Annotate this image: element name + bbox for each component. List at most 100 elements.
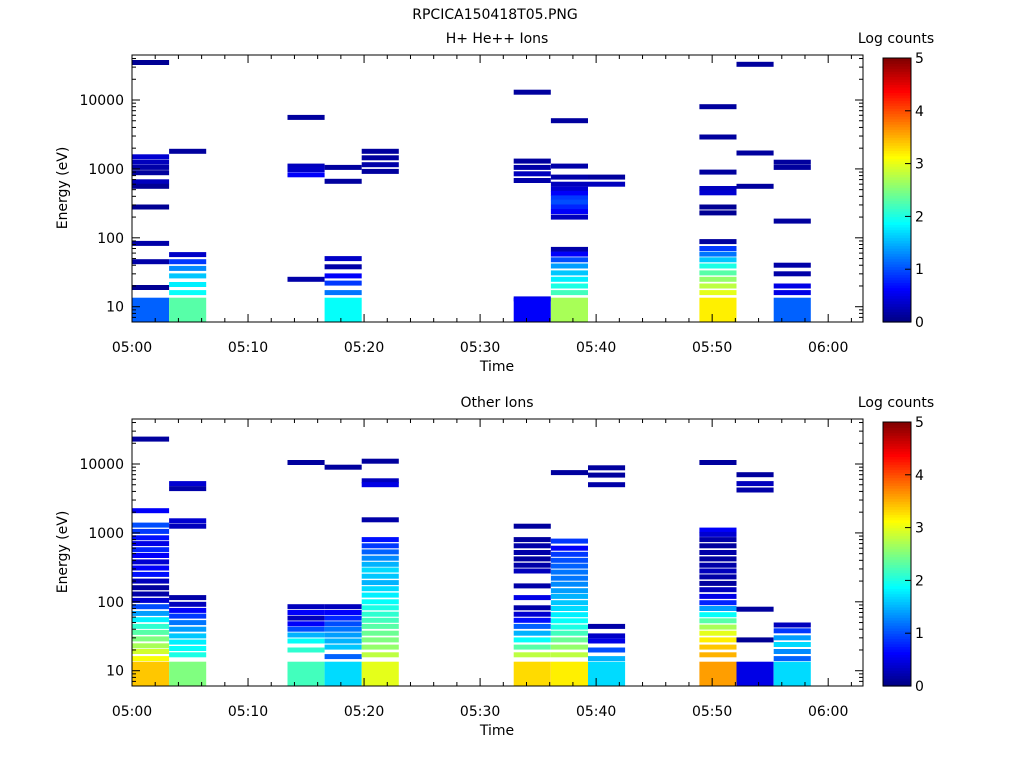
- spectrogram-cell: [132, 597, 170, 603]
- spectrogram-cell: [773, 635, 811, 641]
- spectrogram-cell: [588, 661, 626, 686]
- colorbar-band: [883, 200, 911, 204]
- colorbar-band: [883, 153, 911, 157]
- colorbar-band: [883, 482, 911, 486]
- spectrogram-cell: [513, 661, 551, 686]
- colorbar-band: [883, 245, 911, 249]
- colorbar-band: [883, 440, 911, 444]
- spectrogram-cell: [324, 621, 362, 627]
- spectrogram-cell: [550, 263, 588, 269]
- spectrogram-cell: [513, 556, 551, 562]
- colorbar-band: [883, 567, 911, 571]
- spectrogram-cell: [169, 620, 207, 626]
- spectrogram-cell: [699, 169, 737, 175]
- x-tick-label: 05:30: [460, 704, 500, 720]
- spectrogram-cell: [550, 251, 588, 257]
- colorbar-band: [883, 604, 911, 608]
- spectrogram-cell: [361, 155, 399, 161]
- colorbar-band: [883, 596, 911, 600]
- spectrogram-cell: [132, 553, 170, 558]
- spectrogram-cell: [132, 617, 170, 623]
- colorbar-band: [883, 564, 911, 568]
- spectrogram-cell: [699, 527, 737, 533]
- colorbar-band: [883, 192, 911, 196]
- spectrogram-cell: [773, 628, 811, 634]
- colorbar-band: [883, 303, 911, 307]
- spectrogram-cell: [550, 297, 588, 322]
- colorbar-band: [883, 488, 911, 492]
- spectrogram-cell: [550, 644, 588, 650]
- colorbar-band: [883, 190, 911, 194]
- colorbar-band: [883, 424, 911, 428]
- spectrogram-cell: [699, 297, 737, 322]
- colorbar-band: [883, 248, 911, 252]
- spectrogram-cell: [169, 282, 207, 287]
- spectrogram-cell: [699, 580, 737, 586]
- colorbar-band: [883, 258, 911, 262]
- spectrogram-cell: [773, 297, 811, 322]
- colorbar-tick-label: 3: [915, 521, 924, 537]
- spectrogram-cell: [550, 246, 588, 252]
- colorbar-band: [883, 451, 911, 455]
- colorbar-band: [883, 118, 911, 122]
- colorbar-band: [883, 89, 911, 93]
- panel-1-colorbar: 0 1 2 3 4 5: [882, 51, 924, 331]
- colorbar-band: [883, 124, 911, 128]
- x-tick-label: 05:40: [576, 704, 616, 720]
- spectrogram-cell: [324, 632, 362, 638]
- spectrogram-cell: [588, 181, 626, 187]
- spectrogram-cell: [513, 595, 551, 601]
- spectrogram-cell: [287, 638, 325, 644]
- panel-1-plot-frame: [131, 54, 864, 323]
- spectrogram-cell: [513, 158, 551, 164]
- spectrogram-cell: [550, 637, 588, 643]
- colorbar-band: [883, 575, 911, 579]
- spectrogram-cell: [588, 638, 626, 644]
- spectrogram-cell: [550, 270, 588, 276]
- spectrogram-cell: [132, 285, 170, 290]
- colorbar-band: [883, 145, 911, 149]
- colorbar-band: [883, 129, 911, 133]
- spectrogram-cell: [550, 593, 588, 599]
- spectrogram-cell: [169, 481, 207, 487]
- colorbar-band: [883, 672, 911, 677]
- spectrogram-cell: [513, 583, 551, 589]
- colorbar-band: [883, 670, 911, 674]
- x-tick-label: 06:00: [808, 704, 848, 720]
- colorbar-band: [883, 155, 911, 159]
- colorbar-band: [883, 627, 911, 632]
- spectrogram-cell: [699, 283, 737, 289]
- colorbar-band: [883, 205, 911, 210]
- spectrogram-cell: [324, 661, 362, 686]
- colorbar-band: [883, 617, 911, 621]
- y-tick-label: 10000: [79, 93, 124, 109]
- colorbar-band: [883, 432, 911, 436]
- spectrogram-cell: [513, 550, 551, 555]
- colorbar-tick-label: 4: [915, 104, 924, 120]
- x-tick-label: 05:50: [692, 704, 732, 720]
- spectrogram-cell: [699, 550, 737, 555]
- spectrogram-cell: [550, 630, 588, 636]
- colorbar-band: [883, 506, 911, 510]
- spectrogram-cell: [513, 297, 551, 322]
- spectrogram-cell: [736, 606, 774, 612]
- colorbar-band: [883, 166, 911, 170]
- spectrogram-cell: [588, 623, 626, 629]
- spectrogram-cell: [132, 610, 170, 616]
- colorbar-band: [883, 261, 911, 265]
- spectrogram-cell: [550, 545, 588, 551]
- spectrogram-cell: [361, 617, 399, 623]
- colorbar-band: [883, 501, 911, 505]
- colorbar-tick-label: 1: [915, 262, 924, 278]
- spectrogram-cell: [361, 567, 399, 573]
- spectrogram-cell: [550, 652, 588, 658]
- spectrogram-cell: [132, 183, 170, 189]
- colorbar-band: [883, 242, 911, 247]
- colorbar-band: [883, 480, 911, 484]
- colorbar-band: [883, 81, 911, 85]
- spectrogram-cell: [169, 259, 207, 265]
- colorbar-band: [883, 253, 911, 257]
- spectrogram-cell: [699, 190, 737, 196]
- spectrogram-cell: [324, 290, 362, 296]
